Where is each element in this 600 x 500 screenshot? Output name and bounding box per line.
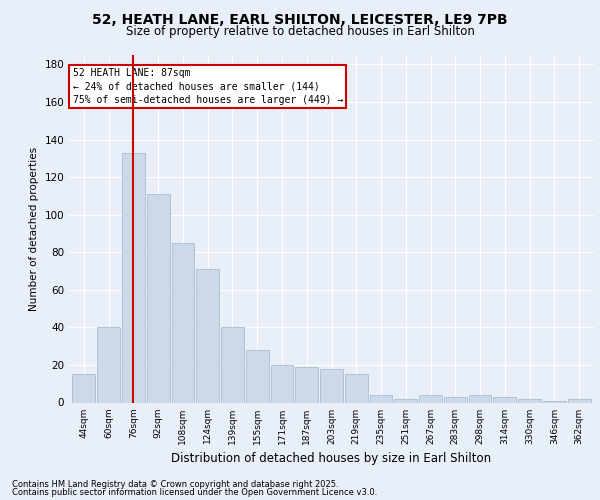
Bar	[419, 395, 442, 402]
Bar	[221, 328, 244, 402]
Bar	[493, 397, 516, 402]
Y-axis label: Number of detached properties: Number of detached properties	[29, 146, 39, 311]
Bar	[147, 194, 170, 402]
Bar	[73, 374, 95, 402]
Bar	[394, 398, 417, 402]
Bar	[172, 243, 194, 402]
Bar	[295, 367, 318, 402]
Text: Contains public sector information licensed under the Open Government Licence v3: Contains public sector information licen…	[12, 488, 377, 497]
Bar	[543, 400, 566, 402]
Bar	[97, 328, 120, 402]
Text: 52, HEATH LANE, EARL SHILTON, LEICESTER, LE9 7PB: 52, HEATH LANE, EARL SHILTON, LEICESTER,…	[92, 12, 508, 26]
X-axis label: Distribution of detached houses by size in Earl Shilton: Distribution of detached houses by size …	[172, 452, 491, 465]
Bar	[469, 395, 491, 402]
Bar	[370, 395, 392, 402]
Text: Size of property relative to detached houses in Earl Shilton: Size of property relative to detached ho…	[125, 25, 475, 38]
Bar	[518, 398, 541, 402]
Text: Contains HM Land Registry data © Crown copyright and database right 2025.: Contains HM Land Registry data © Crown c…	[12, 480, 338, 489]
Bar	[271, 365, 293, 403]
Bar	[345, 374, 368, 402]
Text: 52 HEATH LANE: 87sqm
← 24% of detached houses are smaller (144)
75% of semi-deta: 52 HEATH LANE: 87sqm ← 24% of detached h…	[73, 68, 343, 104]
Bar	[568, 398, 590, 402]
Bar	[196, 269, 219, 402]
Bar	[122, 152, 145, 402]
Bar	[320, 368, 343, 402]
Bar	[444, 397, 467, 402]
Bar	[246, 350, 269, 403]
